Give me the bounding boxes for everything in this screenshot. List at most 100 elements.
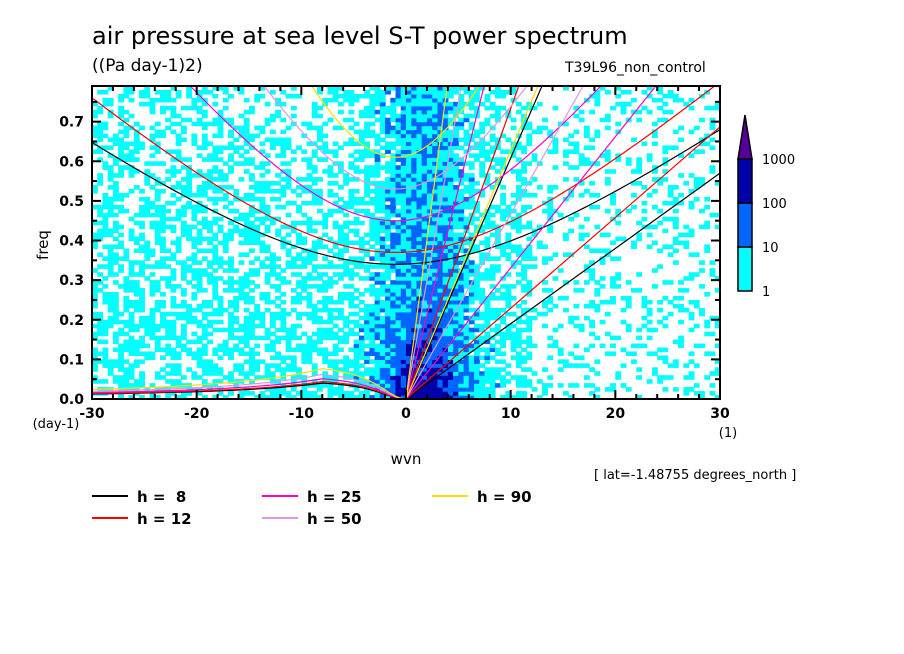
heatmap-cell xyxy=(165,351,172,357)
heatmap-cell xyxy=(400,248,407,254)
heatmap-cell xyxy=(364,371,370,376)
heatmap-cell xyxy=(604,232,611,238)
heatmap-cell xyxy=(500,307,507,313)
heatmap-cell xyxy=(416,264,423,269)
heatmap-cell xyxy=(358,169,365,174)
heatmap-cell xyxy=(385,311,391,317)
heatmap-cell xyxy=(615,121,622,127)
heatmap-cell xyxy=(458,208,465,214)
heatmap-cell xyxy=(526,121,533,127)
heatmap-cell xyxy=(238,295,245,301)
heatmap-cell xyxy=(411,299,418,305)
heatmap-cell xyxy=(426,363,433,368)
heatmap-cell xyxy=(432,165,438,170)
heatmap-cell xyxy=(123,208,130,214)
heatmap-cell xyxy=(411,192,418,198)
heatmap-cell xyxy=(228,371,234,376)
heatmap-cell xyxy=(139,307,145,313)
heatmap-cell xyxy=(170,272,177,277)
heatmap-cell xyxy=(395,196,402,202)
heatmap-cell xyxy=(296,236,302,242)
heatmap-cell xyxy=(332,93,339,99)
heatmap-cell xyxy=(699,137,705,143)
heatmap-cell xyxy=(222,244,229,250)
heatmap-cell xyxy=(589,181,595,186)
heatmap-cell xyxy=(406,351,412,357)
heatmap-cell xyxy=(311,371,318,376)
heatmap-cell xyxy=(479,395,486,399)
heatmap-cell xyxy=(416,216,423,222)
heatmap-cell xyxy=(458,303,465,309)
heatmap-cell xyxy=(296,220,302,226)
heatmap-cell xyxy=(416,288,423,293)
heatmap-cell xyxy=(374,292,381,297)
heatmap-cell xyxy=(353,216,360,222)
heatmap-cell xyxy=(390,212,397,218)
heatmap-cell xyxy=(306,315,313,321)
heatmap-cell xyxy=(390,129,397,135)
heatmap-cell xyxy=(453,141,459,147)
heatmap-cell xyxy=(207,177,213,182)
heatmap-cell xyxy=(610,240,616,246)
heatmap-cell xyxy=(453,204,459,210)
heatmap-cell xyxy=(238,280,245,285)
heatmap-cell xyxy=(474,93,480,99)
heatmap-cell xyxy=(474,224,480,230)
heatmap-cell xyxy=(515,331,522,337)
heatmap-cell xyxy=(432,284,438,289)
heatmap-cell xyxy=(636,220,643,226)
heatmap-cell xyxy=(395,248,402,254)
heatmap-cell xyxy=(704,375,711,380)
heatmap-cell xyxy=(243,371,250,376)
heatmap-cell xyxy=(704,196,711,202)
heatmap-cell xyxy=(154,121,161,127)
heatmap-cell xyxy=(322,212,329,218)
heatmap-cell xyxy=(228,319,234,325)
heatmap-cell xyxy=(228,117,234,123)
heatmap-cell xyxy=(133,157,140,162)
heatmap-cell xyxy=(615,86,622,91)
heatmap-cell xyxy=(154,196,161,202)
heatmap-cell xyxy=(269,181,276,186)
heatmap-cell xyxy=(149,288,156,293)
heatmap-cell xyxy=(583,363,590,368)
heatmap-cell xyxy=(557,121,564,127)
heatmap-cell xyxy=(447,331,454,337)
heatmap-cell xyxy=(526,224,533,230)
heatmap-cell xyxy=(165,117,172,123)
heatmap-cell xyxy=(400,252,407,257)
heatmap-cell xyxy=(442,216,449,222)
heatmap-cell xyxy=(364,252,370,257)
heatmap-cell xyxy=(463,216,470,222)
heatmap-cell xyxy=(447,173,454,178)
heatmap-cell xyxy=(92,379,98,384)
heatmap-cell xyxy=(154,236,161,242)
heatmap-cell xyxy=(128,169,135,174)
heatmap-cell xyxy=(254,181,261,186)
heatmap-cell xyxy=(264,367,271,372)
heatmap-cell xyxy=(468,137,475,143)
heatmap-cell xyxy=(406,288,412,293)
heatmap-cell xyxy=(374,391,381,396)
heatmap-cell xyxy=(651,327,658,333)
heatmap-cell xyxy=(416,299,423,305)
heatmap-cell xyxy=(468,220,475,226)
heatmap-cell xyxy=(254,256,261,261)
heatmap-cell xyxy=(364,383,370,388)
heatmap-cell xyxy=(243,220,250,226)
heatmap-cell xyxy=(479,224,486,230)
heatmap-cell xyxy=(196,276,203,281)
heatmap-cell xyxy=(636,161,643,166)
heatmap-cell xyxy=(458,256,465,261)
heatmap-cell xyxy=(406,216,412,222)
heatmap-cell xyxy=(186,228,193,234)
heatmap-cell xyxy=(625,101,632,107)
heatmap-cell xyxy=(269,137,276,143)
heatmap-cell xyxy=(474,351,480,357)
heatmap-cell xyxy=(327,280,334,285)
heatmap-cell xyxy=(280,137,287,143)
heatmap-cell xyxy=(714,343,720,349)
heatmap-cell xyxy=(348,319,355,325)
heatmap-cell xyxy=(306,284,313,289)
heatmap-cell xyxy=(196,89,203,95)
